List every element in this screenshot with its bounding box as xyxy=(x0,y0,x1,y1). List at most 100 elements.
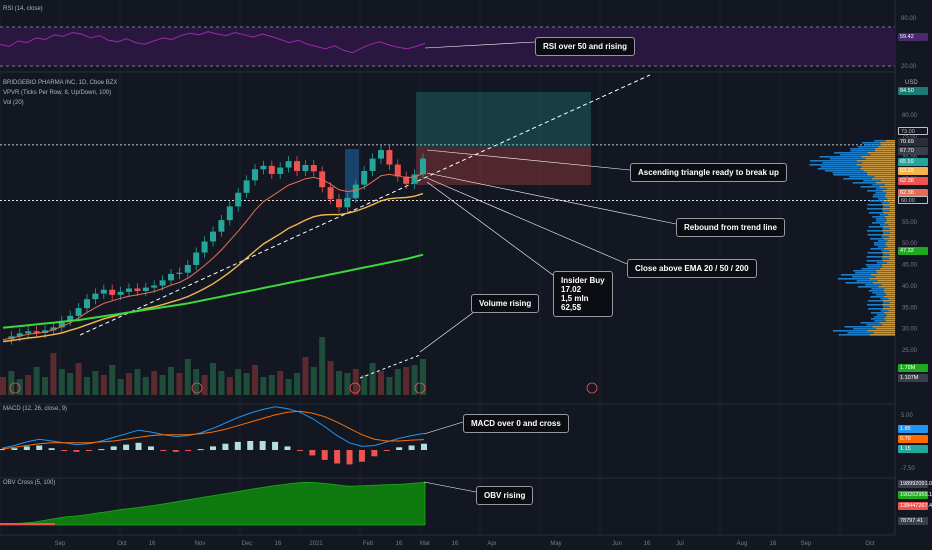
x-tick-1: Oct xyxy=(117,541,127,547)
volume-bar-5 xyxy=(42,377,48,395)
vpvr-up-218 xyxy=(875,218,887,220)
candle-body-2 xyxy=(16,333,23,337)
vpvr-up-262 xyxy=(876,262,887,264)
vpvr-up-332 xyxy=(847,332,874,334)
tag-price-c: 65.59 xyxy=(898,158,928,166)
earnings-marker-4 xyxy=(586,382,598,394)
vpvr-up-288 xyxy=(871,288,885,290)
macd-hist-17 xyxy=(210,446,216,450)
vpvr-up-296 xyxy=(870,296,884,298)
macd-hist-20 xyxy=(247,441,254,450)
vpvr-up-298 xyxy=(880,298,889,300)
vpvr-up-264 xyxy=(865,264,882,266)
vpvr-down-284 xyxy=(881,284,895,286)
leader-line-1 xyxy=(426,149,631,171)
vpvr-up-180 xyxy=(863,180,881,182)
vpvr-up-256 xyxy=(866,256,883,258)
x-tick-8: 16 xyxy=(396,541,403,547)
vpvr-down-298 xyxy=(888,298,895,300)
macd-hist-14 xyxy=(172,450,179,452)
volume-bar-6 xyxy=(50,353,57,395)
vpvr-down-148 xyxy=(874,148,895,150)
vpvr-down-150 xyxy=(874,150,895,152)
vpvr-down-316 xyxy=(885,316,895,318)
vpvr-down-164 xyxy=(856,164,895,166)
volume-bar-33 xyxy=(277,371,284,395)
tag-resistance: 73.00 xyxy=(898,127,928,135)
vpvr-down-228 xyxy=(889,228,895,230)
candle-body-46 xyxy=(386,150,393,165)
vpvr-up-158 xyxy=(829,158,866,160)
candle-body-11 xyxy=(92,293,99,300)
vpvr-down-292 xyxy=(884,292,895,294)
leader-line-3 xyxy=(426,177,628,265)
volume-bar-38 xyxy=(319,337,326,395)
candle-body-37 xyxy=(310,164,317,172)
vpvr-down-222 xyxy=(884,222,895,224)
vpvr-down-212 xyxy=(883,212,895,214)
obv-panel xyxy=(0,481,426,526)
volume-bar-23 xyxy=(193,369,200,395)
vpvr-down-166 xyxy=(861,166,895,168)
macd-hist-2 xyxy=(23,446,30,450)
annotation-rsi: RSI over 50 and rising xyxy=(535,37,636,56)
vpvr-down-278 xyxy=(869,278,895,280)
candle-body-21 xyxy=(176,272,183,274)
vpvr-down-266 xyxy=(882,266,895,268)
vpvr-up-240 xyxy=(878,240,888,242)
vpvr-up-152 xyxy=(834,152,868,154)
volume-bar-13 xyxy=(109,365,116,395)
tag-obv-d: 78797.41 xyxy=(898,517,928,525)
vpvr-up-144 xyxy=(864,144,882,146)
volume-bar-31 xyxy=(260,377,267,395)
vpvr-down-252 xyxy=(882,252,895,254)
vpvr-down-286 xyxy=(878,286,895,288)
vpvr-up-214 xyxy=(879,214,889,216)
vpvr-down-214 xyxy=(888,214,895,216)
vpvr-down-314 xyxy=(886,314,895,316)
vpvr-up-328 xyxy=(853,328,877,330)
vpvr-up-306 xyxy=(882,306,890,308)
vpvr-up-222 xyxy=(871,222,885,224)
vpvr-down-296 xyxy=(883,296,895,298)
vpvr-down-300 xyxy=(882,300,895,302)
vpvr-up-224 xyxy=(879,224,889,226)
currency-label: USD xyxy=(905,80,918,86)
vpvr-up-320 xyxy=(874,320,886,322)
candle-body-20 xyxy=(168,273,174,281)
vpvr-up-148 xyxy=(850,148,875,150)
leader-line-0 xyxy=(424,41,536,49)
vpvr-up-244 xyxy=(874,244,886,246)
tag-obv-a: 198992091.00 xyxy=(898,480,932,488)
vpvr-down-178 xyxy=(871,178,895,180)
vpvr-down-256 xyxy=(882,256,895,258)
vpvr-down-218 xyxy=(886,218,895,220)
vpvr-up-270 xyxy=(853,270,877,272)
volume-bar-3 xyxy=(25,375,32,395)
vpvr-up-238 xyxy=(870,238,884,240)
vpvr-down-238 xyxy=(883,238,895,240)
volume-bar-14 xyxy=(117,379,124,395)
vpvr-up-198 xyxy=(878,198,888,200)
x-tick-10: 16 xyxy=(452,541,459,547)
axes: 80.0020.005.00-7.5080.0075.0070.0065.006… xyxy=(55,16,918,547)
vpvr-down-232 xyxy=(889,232,895,234)
tag-macd-a: 1.85 xyxy=(898,425,928,433)
vpvr-up-192 xyxy=(875,192,887,194)
vpvr-up-302 xyxy=(882,302,890,304)
vpvr-down-240 xyxy=(887,240,895,242)
candle-body-22 xyxy=(184,264,191,273)
vpvr-down-326 xyxy=(872,326,895,328)
volume-bar-47 xyxy=(394,369,401,395)
vpvr-down-206 xyxy=(889,206,895,208)
vpvr-down-182 xyxy=(875,182,895,184)
vpvr-up-272 xyxy=(855,272,878,274)
macd-hist-15 xyxy=(185,450,192,451)
vpvr-down-312 xyxy=(884,312,895,314)
vpvr-down-332 xyxy=(873,332,895,334)
vpvr-down-288 xyxy=(884,288,895,290)
vpvr-down-244 xyxy=(885,244,895,246)
